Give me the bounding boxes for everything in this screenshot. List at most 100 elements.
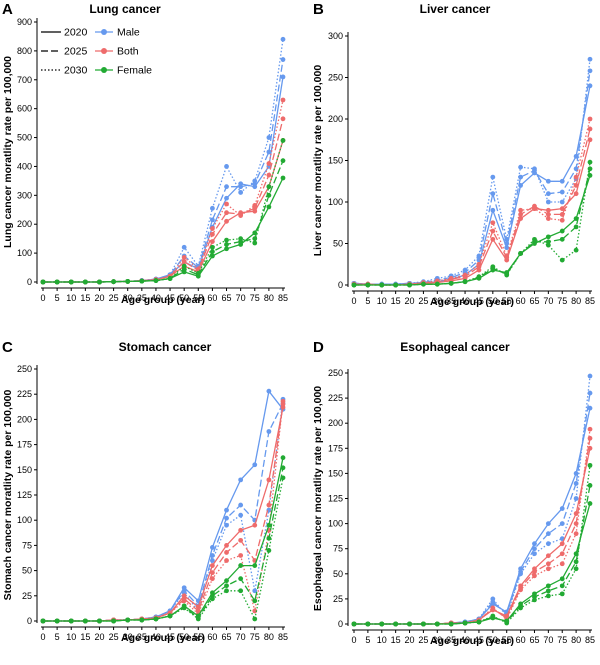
data-point-both-2025	[238, 537, 244, 543]
x-tick-label: 20	[94, 293, 104, 303]
series-line-male-2030	[43, 39, 284, 283]
data-point-male-2020	[210, 545, 215, 550]
x-tick-label: 80	[571, 296, 581, 306]
series-line-male-2030	[354, 375, 591, 625]
data-point-male-2030	[238, 512, 244, 518]
data-point-female-2030	[40, 618, 46, 624]
data-point-female-2025	[559, 236, 565, 242]
data-point-male-2030	[490, 596, 496, 602]
data-point-female-2030	[379, 282, 385, 288]
y-axis-label: Lung cancer moratlity rate per 100,000	[2, 56, 14, 248]
data-point-male-2030	[252, 588, 258, 594]
data-point-male-2025	[210, 553, 215, 558]
series-line-male-2030	[353, 59, 591, 285]
x-tick-label: 10	[66, 632, 76, 642]
data-point-female-2025	[559, 583, 565, 589]
legend-group-label: Both	[117, 46, 139, 58]
data-point-female-2030	[448, 280, 454, 286]
data-point-female-2030	[365, 621, 371, 627]
series-line-female-2020	[43, 457, 284, 622]
x-tick-label: 50	[179, 632, 189, 642]
x-tick-label: 65	[222, 293, 232, 303]
y-axis-label: Esophageal cancer moratlity rate per 100…	[312, 386, 324, 611]
x-tick-label: 75	[557, 296, 567, 306]
series-line-female-2020	[43, 177, 284, 283]
x-tick-label: 10	[66, 293, 76, 303]
data-point-female-2020	[545, 583, 551, 589]
data-point-female-2030	[224, 588, 229, 594]
data-point-female-2030	[111, 618, 116, 624]
legend-group-label: Female	[117, 65, 152, 77]
x-tick-label: 40	[151, 632, 161, 642]
x-axis-label: Age group (year)	[121, 294, 205, 306]
data-point-female-2030	[518, 605, 523, 611]
y-tick-label: 0	[27, 616, 32, 626]
data-point-male-2020	[587, 405, 593, 411]
data-point-both-2030	[504, 253, 510, 259]
data-point-female-2030	[266, 548, 272, 553]
data-point-both-2030	[490, 605, 496, 611]
data-point-male-2030	[476, 253, 482, 259]
x-tick-label: 85	[278, 293, 288, 303]
y-tick-label: 0	[338, 619, 343, 629]
data-point-male-2030	[518, 164, 523, 170]
data-point-male-2030	[224, 164, 229, 169]
legend-group-label: Male	[117, 27, 140, 39]
x-tick-label: 15	[80, 632, 90, 642]
data-point-male-2030	[238, 190, 244, 195]
data-point-both-2020	[559, 206, 565, 212]
y-tick-label: 100	[328, 197, 343, 207]
data-point-male-2030	[532, 551, 537, 557]
x-tick-label: 25	[418, 296, 428, 306]
data-point-female-2030	[54, 279, 60, 285]
data-point-female-2030	[111, 279, 116, 285]
data-point-both-2030	[518, 587, 523, 593]
data-point-both-2030	[545, 566, 551, 572]
data-point-male-2025	[224, 184, 229, 190]
y-tick-label: 150	[328, 468, 343, 478]
y-tick-label: 225	[328, 393, 343, 403]
data-point-both-2030	[545, 216, 551, 222]
data-point-female-2030	[167, 613, 173, 619]
series-line-both-2020	[354, 448, 591, 625]
x-tick-label: 75	[250, 293, 260, 303]
data-point-male-2030	[181, 244, 187, 250]
data-point-female-2030	[153, 278, 159, 283]
data-point-female-2025	[210, 249, 215, 255]
x-tick-label: 50	[488, 635, 498, 645]
data-point-female-2030	[68, 279, 74, 285]
data-point-male-2030	[252, 178, 258, 184]
data-point-both-2030	[252, 608, 258, 614]
data-point-female-2030	[238, 588, 244, 594]
data-point-male-2020	[559, 178, 565, 184]
data-point-male-2025	[559, 521, 565, 526]
data-point-both-2030	[210, 576, 215, 582]
data-point-male-2030	[504, 236, 510, 242]
x-tick-label: 60	[516, 296, 526, 306]
data-point-male-2020	[238, 477, 244, 483]
data-point-both-2020	[224, 543, 229, 548]
x-tick-label: 35	[446, 296, 456, 306]
x-tick-label: 65	[529, 296, 539, 306]
data-point-female-2030	[545, 593, 551, 599]
data-point-female-2025	[238, 576, 244, 582]
data-point-female-2030	[351, 282, 357, 288]
y-tick-label: 400	[17, 161, 32, 171]
series-line-female-2030	[43, 477, 284, 622]
data-point-female-2020	[266, 204, 272, 210]
data-point-female-2030	[559, 591, 565, 597]
panel-a: A Lung cancer0100200300400500600700800900…	[2, 1, 288, 306]
data-point-male-2025	[266, 429, 272, 434]
data-point-both-2020	[573, 191, 579, 197]
data-point-female-2030	[434, 281, 440, 287]
data-point-male-2025	[280, 57, 286, 62]
x-tick-label: 30	[432, 635, 442, 645]
data-point-female-2025	[545, 239, 551, 245]
x-tick-label: 5	[365, 635, 370, 645]
series-line-male-2025	[43, 59, 284, 283]
panel-title: Stomach cancer	[119, 340, 212, 354]
data-point-male-2030	[587, 56, 593, 62]
y-axis-label: Liver cancer moratlity rate per 100,000	[312, 65, 324, 257]
data-point-male-2020	[504, 245, 510, 251]
data-point-both-2025	[266, 502, 272, 508]
